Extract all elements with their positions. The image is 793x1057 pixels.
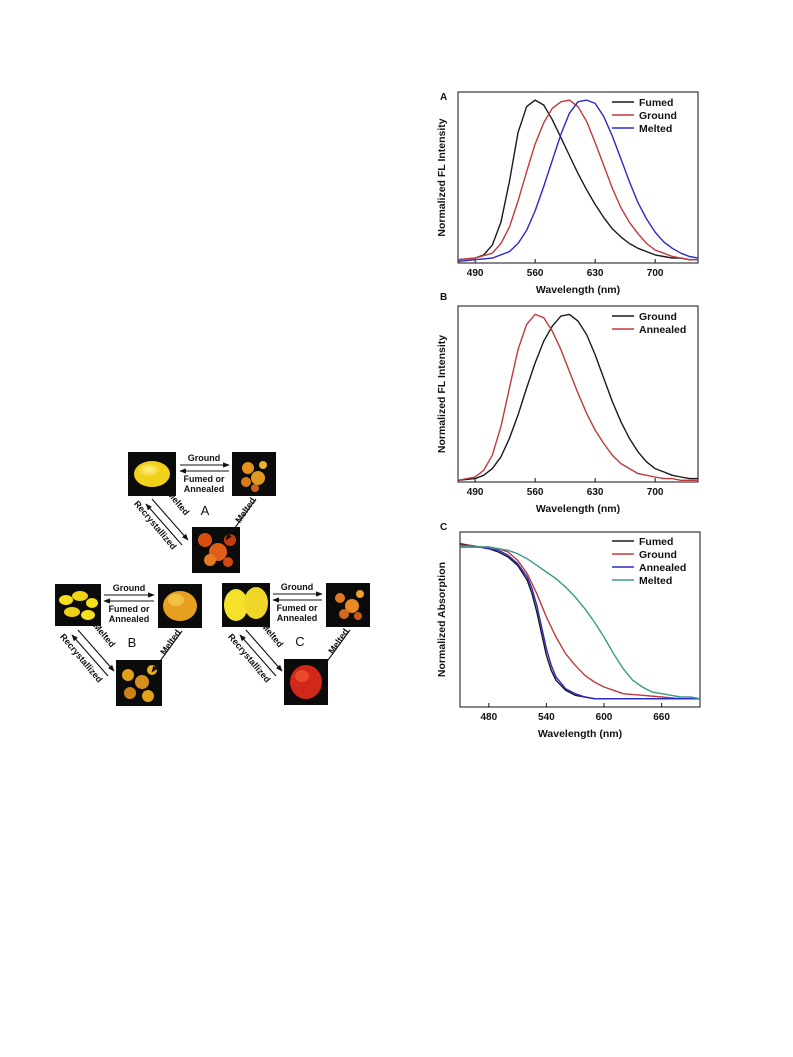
plot-frame [457,91,699,264]
x-tick-label: 480 [480,712,497,723]
cycle-a-letter: A [201,503,210,518]
series-line-annealed [457,313,698,481]
cycle-c-letter: C [295,634,304,649]
x-tick-label: 700 [647,268,664,279]
x-tick-label: 630 [587,487,604,498]
series-line-ground [457,313,698,481]
legend-label-ground: Ground [639,549,677,561]
x-tick-label: 560 [527,268,544,279]
panel-letter: C [440,522,447,533]
cycle-a: Ground Fumed or Annealed Melted Melted R… [128,452,276,573]
cycle-c-melted-left: Melted [259,621,285,649]
cycle-c: Ground Fumed or Annealed Melted Melted R… [222,582,370,705]
legend-label-ground: Ground [639,311,677,323]
panel-letter: A [440,92,447,103]
scheme: Ground Fumed or Annealed Melted Melted R… [55,452,370,706]
legend-label-ground: Ground [639,110,677,122]
x-tick-label: 560 [527,487,544,498]
y-axis-title: Normalized FL Intensity [436,118,448,236]
legend-label-annealed: Annealed [639,562,686,574]
cycle-b-letter: B [128,635,137,650]
cycle-b-forward-label: Ground [113,583,146,593]
cycle-a-reverse-label-1: Fumed or [183,474,224,484]
chart-panel-c: C 480 540 600 660 Wavelength (nm) Normalized A… [436,522,701,740]
cycle-b-melted-right: Melted [158,628,183,657]
cycle-a-recrystallized: Recrystallized [132,499,179,552]
legend-label-melted: Melted [639,123,672,135]
cycle-c-forward-label: Ground [281,582,314,592]
x-axis-title: Wavelength (nm) [536,503,620,515]
plot-frame [457,305,699,483]
x-axis-title: Wavelength (nm) [536,284,620,296]
cycle-a-melted-right: Melted [233,496,258,525]
cycle-a-reverse-label-2: Annealed [184,484,225,494]
x-tick-label: 540 [538,712,555,723]
x-tick-label: 490 [467,268,484,279]
x-tick-label: 700 [647,487,664,498]
x-tick-label: 630 [587,268,604,279]
panel-letter: B [440,292,447,303]
y-axis-title: Normalized Absorption [436,562,448,677]
plot-frame [459,531,701,708]
series-line-fumed [457,99,698,261]
cycle-b: Ground Fumed or Annealed Melted Melted R… [55,583,202,706]
x-axis-title: Wavelength (nm) [538,728,622,740]
x-tick-label: 600 [596,712,613,723]
cycle-c-reverse-label-2: Annealed [277,613,318,623]
x-tick-label: 660 [653,712,670,723]
legend-label-melted: Melted [639,575,672,587]
chart-panel-a: A 490 560 630 700 Wavelength (nm) Normalized F… [436,91,699,296]
series-line-ground [457,99,698,261]
series-line-melted [460,546,701,700]
legend-label-fumed: Fumed [639,536,673,548]
cycle-b-reverse-label-1: Fumed or [108,604,149,614]
legend-label-fumed: Fumed [639,97,673,109]
legend-label-annealed: Annealed [639,324,686,336]
cycle-c-reverse-label-1: Fumed or [276,603,317,613]
series-line-annealed [460,546,700,700]
cycle-b-melted-left: Melted [91,621,117,649]
y-axis-title: Normalized FL Intensity [436,335,448,453]
x-tick-label: 490 [467,487,484,498]
chart-panel-b: B 490 560 630 700 Wavelength (nm) Normalized F… [436,292,699,515]
cycle-c-melted-right: Melted [326,627,351,656]
cycle-b-recrystallized: Recrystallized [58,632,105,685]
cycle-c-recrystallized: Recrystallized [226,632,273,685]
cycle-a-forward-label: Ground [188,453,221,463]
series-line-melted [457,99,699,263]
cycle-b-reverse-label-2: Annealed [109,614,150,624]
